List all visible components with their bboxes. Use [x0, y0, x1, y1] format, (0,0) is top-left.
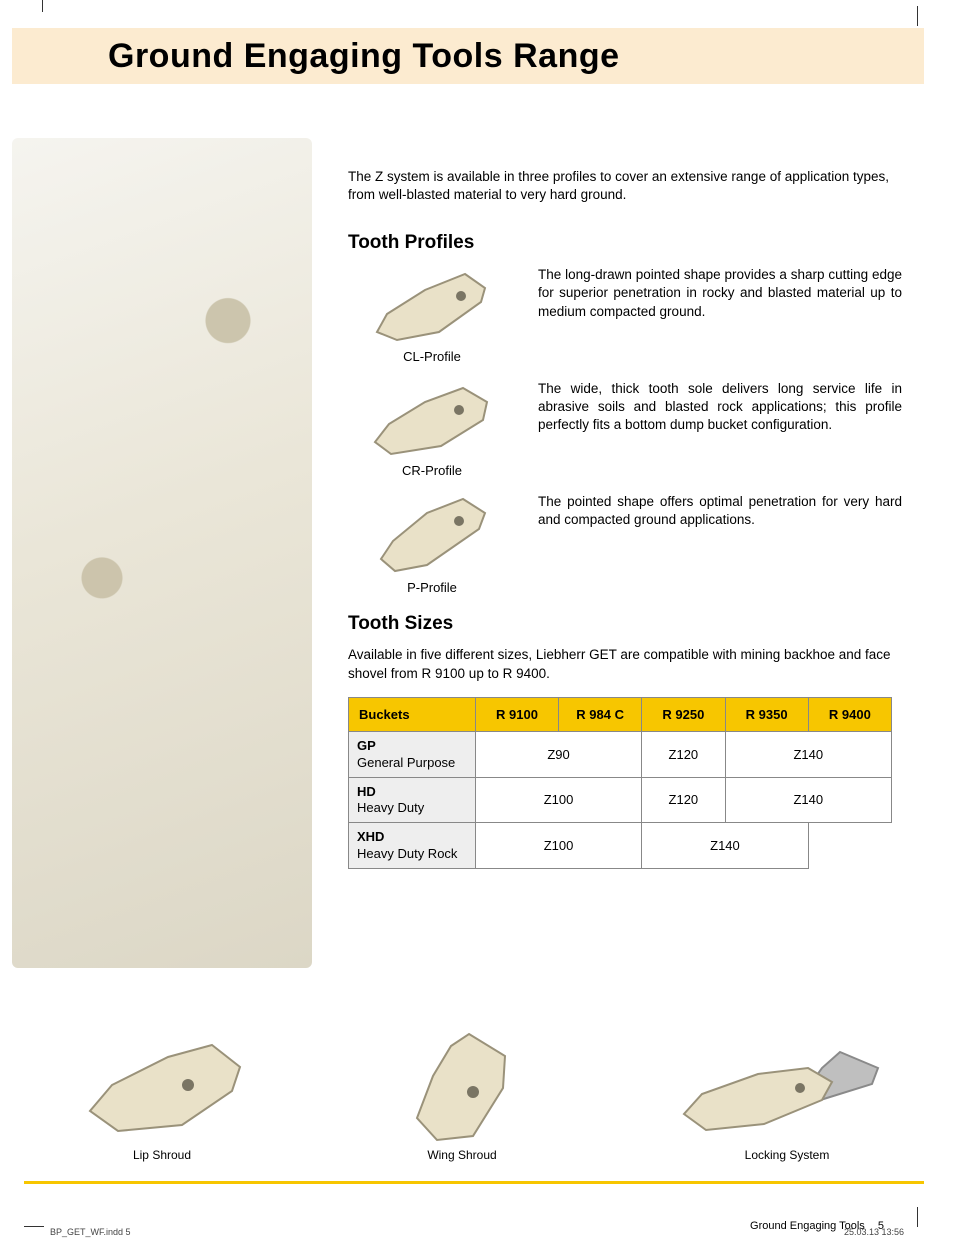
fig-caption: Wing Shroud: [377, 1148, 547, 1162]
table-cell: Z140: [725, 732, 891, 778]
profile-desc: The long-drawn pointed shape provides a …: [538, 266, 902, 366]
bottom-figures: Lip Shroud Wing Shroud Locking System: [72, 1028, 902, 1162]
table-cell: Z120: [642, 732, 725, 778]
profile-caption: CR-Profile: [348, 462, 516, 480]
intro-text: The Z system is available in three profi…: [348, 168, 902, 204]
profile-row: P-Profile The pointed shape offers optim…: [348, 493, 902, 597]
sizes-table: BucketsR 9100R 984 CR 9250R 9350R 9400 G…: [348, 697, 892, 869]
table-header: Buckets: [349, 697, 476, 732]
sizes-intro: Available in five different sizes, Liebh…: [348, 646, 902, 682]
row-header: GPGeneral Purpose: [349, 732, 476, 778]
hero-render: [12, 138, 312, 968]
table-cell: Z90: [475, 732, 641, 778]
profile-caption: P-Profile: [348, 579, 516, 597]
fig-caption: Lip Shroud: [72, 1148, 252, 1162]
profile-row: CL-Profile The long-drawn pointed shape …: [348, 266, 902, 366]
table-row: XHDHeavy Duty RockZ100Z140: [349, 823, 892, 869]
row-header: XHDHeavy Duty Rock: [349, 823, 476, 869]
table-header: R 9250: [642, 697, 725, 732]
table-header: R 9400: [808, 697, 891, 732]
table-cell: Z100: [475, 777, 641, 823]
profile-caption: CL-Profile: [348, 348, 516, 366]
lip-shroud-fig: Lip Shroud: [72, 1028, 252, 1162]
table-cell: [808, 823, 891, 869]
table-cell: Z140: [642, 823, 809, 869]
profile-desc: The wide, thick tooth sole delivers long…: [538, 380, 902, 480]
table-cell: Z100: [475, 823, 641, 869]
table-row: GPGeneral PurposeZ90Z120Z140: [349, 732, 892, 778]
table-cell: Z140: [725, 777, 891, 823]
locking-system-icon: [672, 1038, 902, 1138]
profile-desc: The pointed shape offers optimal penetra…: [538, 493, 902, 597]
tooth-profiles-heading: Tooth Profiles: [348, 230, 902, 256]
wing-shroud-fig: Wing Shroud: [377, 1028, 547, 1162]
table-header: R 9350: [725, 697, 808, 732]
tooth-sizes-heading: Tooth Sizes: [348, 611, 902, 637]
slug-file: BP_GET_WF.indd 5: [50, 1227, 131, 1237]
profile-row: CR-Profile The wide, thick tooth sole de…: [348, 380, 902, 480]
p-profile-icon: [367, 493, 497, 575]
table-row: HDHeavy DutyZ100Z120Z140: [349, 777, 892, 823]
table-header: R 984 C: [559, 697, 642, 732]
table-cell: Z120: [642, 777, 725, 823]
footer-rule: [24, 1181, 924, 1184]
table-header: R 9100: [475, 697, 558, 732]
wing-shroud-icon: [377, 1028, 547, 1148]
lip-shroud-icon: [72, 1033, 252, 1143]
slug-stamp: 25.03.13 13:56: [844, 1227, 904, 1237]
cl-profile-icon: [367, 266, 497, 344]
row-header: HDHeavy Duty: [349, 777, 476, 823]
locking-system-fig: Locking System: [672, 1028, 902, 1162]
title-band: Ground Engaging Tools Range: [12, 28, 924, 84]
page-title: Ground Engaging Tools Range: [108, 37, 620, 76]
cr-profile-icon: [367, 380, 497, 458]
fig-caption: Locking System: [672, 1148, 902, 1162]
